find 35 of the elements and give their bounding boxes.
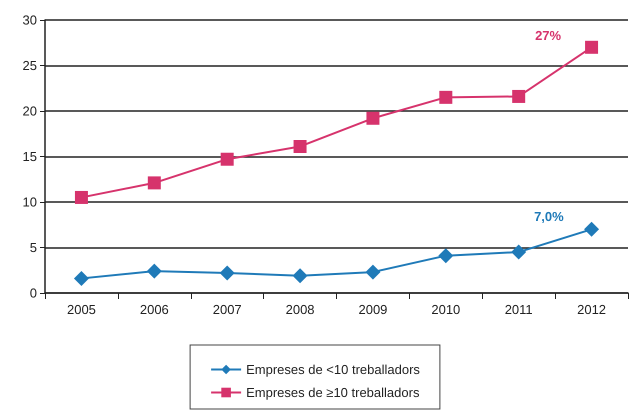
point (148, 176, 161, 190)
data-label: 27% (535, 28, 562, 43)
y-tick-label: 25 (22, 58, 37, 73)
data-label: 7,0% (534, 208, 564, 224)
y-tick-label: 5 (30, 240, 37, 255)
y-tick-label: 15 (22, 149, 37, 164)
x-tick-label: 2012 (577, 302, 606, 317)
legend-label: Empreses de ≥10 treballadors (246, 385, 420, 400)
point (294, 140, 307, 153)
x-tick-label: 2011 (504, 302, 533, 317)
point (146, 264, 162, 279)
y-tick-label: 30 (22, 12, 37, 28)
point (74, 190, 88, 204)
x-tick-label: 2006 (140, 302, 169, 317)
x-tick-label: 2005 (66, 302, 96, 317)
x-tick-label: 2009 (358, 302, 388, 317)
y-tick-label: 20 (22, 104, 37, 118)
point (366, 112, 380, 125)
point (585, 40, 598, 54)
point (365, 264, 380, 280)
x-tick-label: 2010 (431, 302, 460, 317)
point (512, 90, 526, 103)
y-tick-label: 0 (30, 286, 37, 300)
point (220, 265, 235, 280)
x-tick-label: 2008 (286, 302, 315, 317)
point (511, 244, 526, 260)
legend-label: Empreses de <10 treballadors (246, 362, 420, 377)
point (439, 90, 452, 104)
point (438, 248, 454, 264)
y-tick-label: 10 (22, 194, 37, 210)
x-tick-label: 2007 (212, 302, 242, 317)
point (74, 270, 89, 286)
point (292, 268, 308, 284)
point (220, 152, 234, 166)
point (584, 222, 600, 237)
